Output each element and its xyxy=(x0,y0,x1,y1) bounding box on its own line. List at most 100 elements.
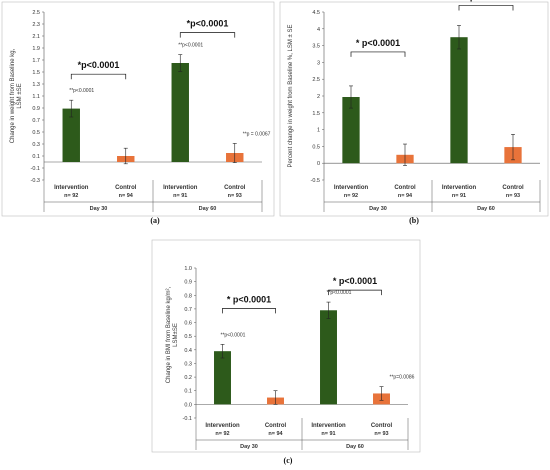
y-tick-label: 1.5 xyxy=(32,70,40,76)
bar-intervention xyxy=(214,351,231,405)
category-label: Control xyxy=(371,423,393,429)
significance-bracket xyxy=(222,308,276,314)
y-tick-label: 0.9 xyxy=(32,106,40,112)
sample-size-label: n= 94 xyxy=(119,193,134,199)
significance-label: * p<0.0001 xyxy=(227,294,271,304)
group-label: Day 30 xyxy=(90,206,108,212)
p-value-annotation: **p<0.0001 xyxy=(221,332,246,338)
panel-label: (a) xyxy=(150,216,160,225)
p-value-annotation: **p<0.0001 xyxy=(327,290,352,296)
category-label: Control xyxy=(265,423,287,429)
bar-intervention xyxy=(342,97,360,164)
y-tick-label: -0.1 xyxy=(31,166,40,172)
sample-size-label: n= 94 xyxy=(268,431,283,437)
y-axis-label-line: Change in weight from Baseline kg, xyxy=(10,48,16,143)
y-axis-label: Change in BMI from Baseline kg/m²,LSM±SE xyxy=(166,286,179,383)
y-tick-label: 4.5 xyxy=(312,10,320,16)
category-label: Intervention xyxy=(163,185,198,191)
y-tick-label: 0.4 xyxy=(184,348,192,354)
y-tick-label: 1.0 xyxy=(184,266,192,272)
panel-label: (b) xyxy=(409,216,419,225)
y-tick-label: 0.9 xyxy=(184,280,192,286)
y-axis-label: Percent change in weight from Baseline %… xyxy=(288,24,294,167)
sample-size-label: n= 93 xyxy=(228,193,242,199)
y-tick-label: 2.5 xyxy=(312,77,320,83)
y-tick-label: 1.9 xyxy=(32,46,40,52)
y-tick-label: 2 xyxy=(317,94,320,100)
category-label: Control xyxy=(502,185,524,191)
significance-label: *p<0.0001 xyxy=(187,19,229,29)
significance-bracket xyxy=(350,51,406,57)
y-tick-label: 2.5 xyxy=(32,10,40,16)
sample-size-label: n= 94 xyxy=(398,193,413,199)
y-tick-label: 1.3 xyxy=(32,82,40,88)
y-tick-label: 0.8 xyxy=(184,293,192,299)
y-tick-label: 1.1 xyxy=(32,94,40,100)
sample-size-label: n= 91 xyxy=(173,193,187,199)
category-label: Intervention xyxy=(442,185,477,191)
bar-intervention xyxy=(171,63,189,162)
group-label: Day 30 xyxy=(369,206,387,212)
significance-label: * p<0.0001 xyxy=(464,0,508,1)
panel-frame xyxy=(1,1,275,217)
y-tick-label: 0.1 xyxy=(32,154,40,160)
sample-size-label: n= 92 xyxy=(215,431,229,437)
y-tick-label: 0.2 xyxy=(184,375,192,381)
p-value-annotation: **p<0.0001 xyxy=(178,43,203,49)
y-axis-label-line: Percent change in weight from Baseline %… xyxy=(288,24,294,167)
y-tick-label: -0.1 xyxy=(183,416,192,422)
significance-bracket xyxy=(70,73,127,80)
panel-frame xyxy=(279,1,549,217)
chart-panel-2: -0.5 0 0.5 1 1.5 2 2.5 3 3.5 4 4.5 Percent change i… xyxy=(279,0,549,217)
bar-intervention xyxy=(450,37,468,164)
y-tick-label: 0.5 xyxy=(184,334,192,340)
bar-intervention xyxy=(62,108,80,162)
category-label: Control xyxy=(115,185,137,191)
category-label: Control xyxy=(224,185,246,191)
y-tick-label: 0.3 xyxy=(184,361,192,367)
sample-size-label: n= 92 xyxy=(64,193,78,199)
y-tick-label: 1.7 xyxy=(32,58,40,64)
y-tick-label: 1 xyxy=(317,128,320,134)
group-label: Day 60 xyxy=(346,444,364,450)
y-tick-label: 3 xyxy=(317,60,320,66)
y-axis-label-line: LSM±SE xyxy=(173,323,179,347)
category-label: Intervention xyxy=(205,423,240,429)
category-label: Intervention xyxy=(311,423,346,429)
significance-bracket xyxy=(179,32,236,38)
chart-panel-3: -0.1 0.0 0.1 0.2 0.3 0.4 0.5 0.6 0.7 0.8 0.9 1.0 Cha… xyxy=(151,239,421,453)
y-tick-label: 2.1 xyxy=(32,34,40,40)
p-value-annotation: **p=0.0086 xyxy=(390,375,415,381)
category-label: Intervention xyxy=(54,185,89,191)
sample-size-label: n= 91 xyxy=(452,193,466,199)
y-tick-label: 0.0 xyxy=(184,402,192,408)
y-tick-label: 0.5 xyxy=(312,144,320,150)
category-label: Intervention xyxy=(334,185,369,191)
significance-label: * p<0.0001 xyxy=(333,276,377,286)
y-tick-label: -0.5 xyxy=(311,178,320,184)
category-label: Control xyxy=(394,185,416,191)
group-label: Day 60 xyxy=(477,206,495,212)
sample-size-label: n= 93 xyxy=(506,193,520,199)
y-axis-label-line: Change in BMI from Baseline kg/m², xyxy=(166,286,172,383)
significance-bracket xyxy=(328,289,382,296)
p-value-annotation: **p = 0.0067 xyxy=(243,131,271,137)
significance-bracket xyxy=(458,5,514,11)
y-tick-label: 1.5 xyxy=(312,111,320,117)
y-tick-label: 0 xyxy=(317,161,320,167)
y-tick-label: 4 xyxy=(317,27,320,33)
significance-label: *p<0.0001 xyxy=(78,60,120,70)
chart-panel-1: -0.3 -0.1 0.1 0.3 0.5 0.7 0.9 1.1 1.3 1.5 1.7 1.9 2.… xyxy=(1,1,275,217)
y-tick-label: 0.7 xyxy=(32,118,40,124)
y-tick-label: -0.3 xyxy=(31,178,40,184)
bar-intervention xyxy=(320,310,337,405)
y-axis-label-line: LSM ±SE xyxy=(17,83,23,108)
group-label: Day 30 xyxy=(240,444,258,450)
sample-size-label: n= 93 xyxy=(374,431,388,437)
p-value-annotation: **p<0.0001 xyxy=(69,88,94,94)
sample-size-label: n= 91 xyxy=(321,431,335,437)
y-tick-label: 0.5 xyxy=(32,130,40,136)
y-tick-label: 0.6 xyxy=(184,321,192,327)
panel-frame xyxy=(151,239,421,453)
group-label: Day 60 xyxy=(199,206,217,212)
